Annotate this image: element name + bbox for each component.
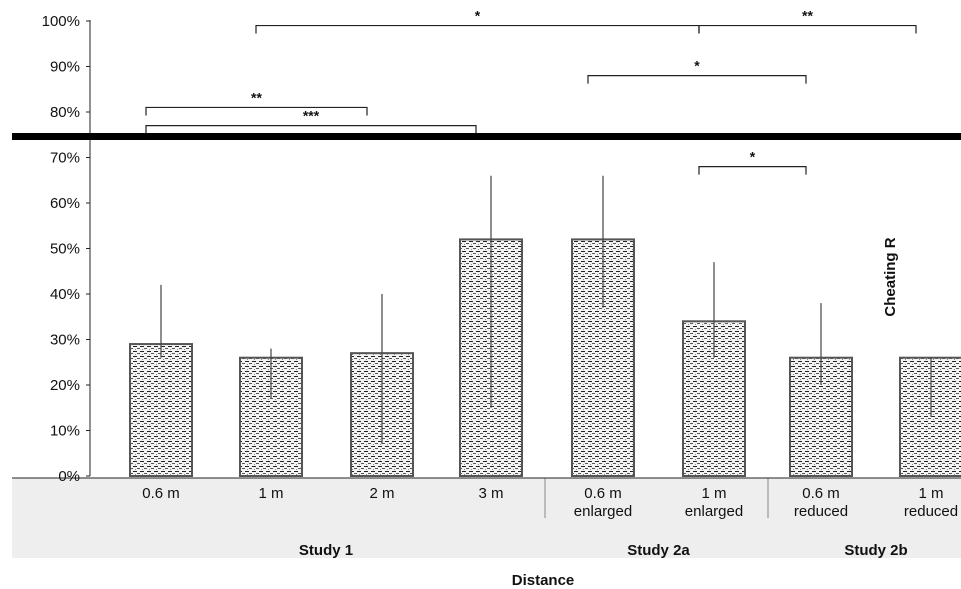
group-label: Study 2b xyxy=(844,542,907,559)
significance-bracket xyxy=(145,125,477,134)
significance-bracket xyxy=(698,24,917,34)
significance-bracket xyxy=(587,75,807,84)
significance-bracket xyxy=(145,106,368,116)
category-label: 0.6 m xyxy=(802,485,840,502)
category-sublabel: enlarged xyxy=(685,503,743,520)
y-tick-label: 100% xyxy=(42,13,80,30)
group-label: Study 1 xyxy=(299,542,353,559)
y-tick-label: 80% xyxy=(50,104,80,121)
y-tick-label: 60% xyxy=(50,195,80,212)
significance-label: ** xyxy=(251,89,262,105)
category-label: 2 m xyxy=(369,485,394,502)
y-axis-title: Cheating R xyxy=(882,237,899,316)
bar xyxy=(129,343,193,477)
category-sublabel: reduced xyxy=(904,503,958,520)
significance-label: ** xyxy=(802,8,813,24)
significance-bracket xyxy=(255,24,700,34)
y-tick-label: 20% xyxy=(50,377,80,394)
category-label: 1 m xyxy=(918,485,943,502)
y-tick-label: 10% xyxy=(50,423,80,440)
y-tick-label: 40% xyxy=(50,286,80,303)
y-tick-label: 50% xyxy=(50,241,80,258)
category-label: 1 m xyxy=(701,485,726,502)
category-label: 3 m xyxy=(478,485,503,502)
category-label: 1 m xyxy=(258,485,283,502)
significance-label: * xyxy=(694,58,700,74)
significance-label: * xyxy=(475,8,481,24)
significance-bracket xyxy=(698,166,807,175)
y-tick-label: 30% xyxy=(50,332,80,349)
x-axis-band xyxy=(12,478,961,558)
group-label: Study 2a xyxy=(627,542,690,559)
y-tick-label: 90% xyxy=(50,59,80,76)
significance-label: * xyxy=(750,149,756,165)
y-tick-label: 0% xyxy=(58,468,80,485)
scan-band xyxy=(12,133,961,140)
category-label: 0.6 m xyxy=(142,485,180,502)
x-axis-title: Distance xyxy=(512,572,575,589)
category-sublabel: enlarged xyxy=(574,503,632,520)
significance-label: *** xyxy=(303,108,320,124)
category-label: 0.6 m xyxy=(584,485,622,502)
y-tick-label: 70% xyxy=(50,150,80,167)
category-sublabel: reduced xyxy=(794,503,848,520)
